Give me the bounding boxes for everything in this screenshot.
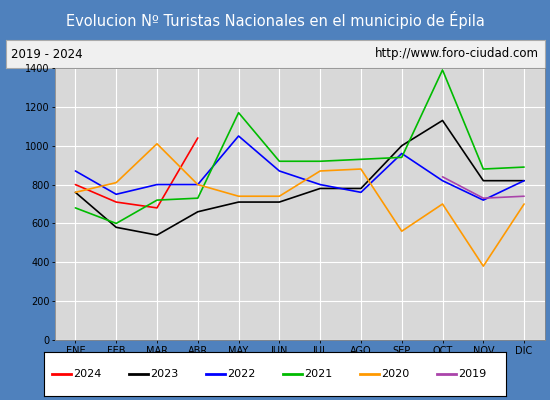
Text: 2023: 2023 — [150, 369, 179, 379]
Text: 2019: 2019 — [458, 369, 487, 379]
Text: http://www.foro-ciudad.com: http://www.foro-ciudad.com — [375, 48, 539, 60]
Text: 2021: 2021 — [304, 369, 333, 379]
Text: Evolucion Nº Turistas Nacionales en el municipio de Épila: Evolucion Nº Turistas Nacionales en el m… — [65, 11, 485, 29]
Text: 2019 - 2024: 2019 - 2024 — [11, 48, 82, 60]
Text: 2022: 2022 — [227, 369, 256, 379]
Text: 2024: 2024 — [73, 369, 102, 379]
Text: 2020: 2020 — [381, 369, 410, 379]
